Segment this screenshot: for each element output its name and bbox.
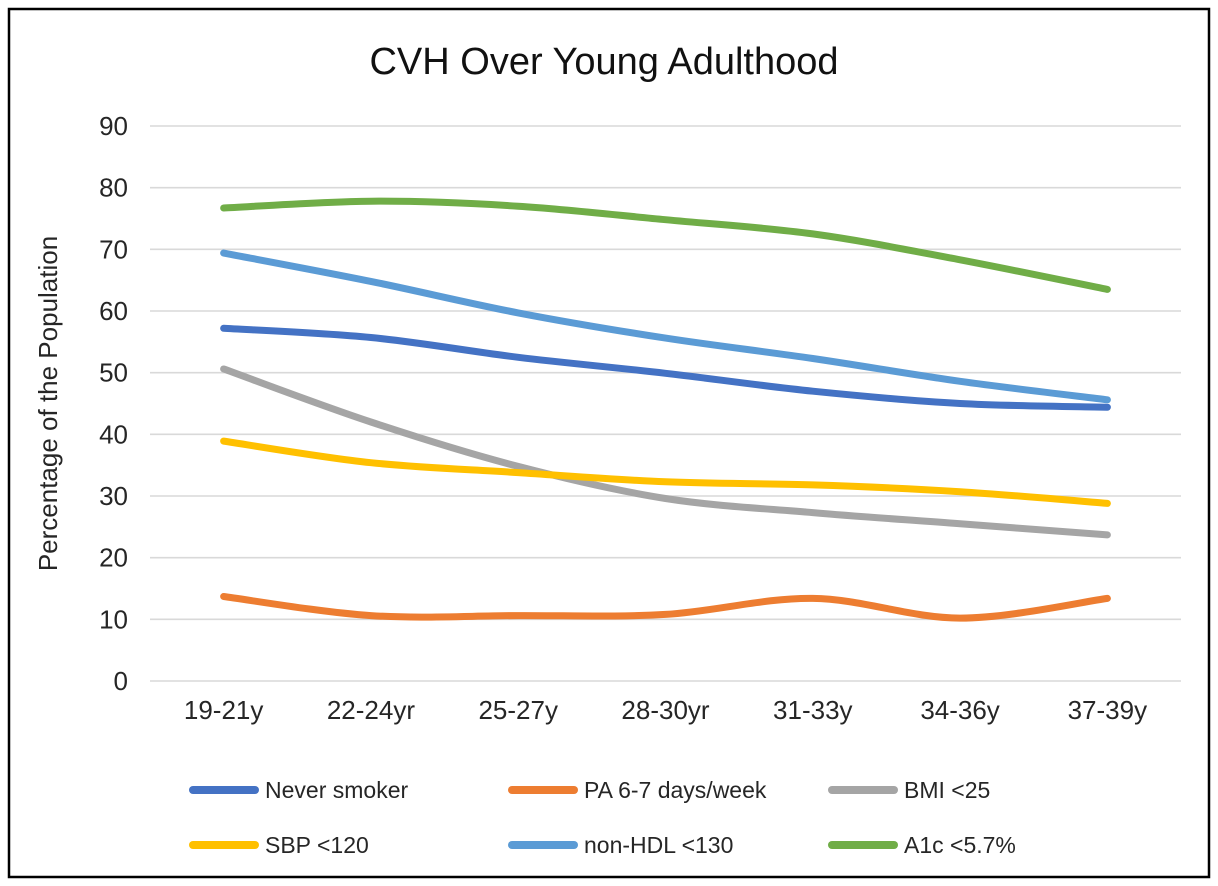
- x-category-label: 25-27y: [478, 695, 558, 725]
- legend-item-bmi-25: BMI <25: [828, 777, 990, 803]
- legend-item-pa-6-7-days-week: PA 6-7 days/week: [508, 777, 767, 803]
- legend-label-non-hdl-130: non-HDL <130: [584, 832, 733, 858]
- series-line-never-smoker: [220, 324, 1111, 411]
- chart-title: CVH Over Young Adulthood: [369, 41, 838, 83]
- x-category-label: 22-24yr: [327, 695, 415, 725]
- legend-label-a1c-5-7: A1c <5.7%: [904, 832, 1016, 858]
- y-tick-label: 90: [99, 111, 128, 141]
- series-line-a1c-5-7: [220, 197, 1111, 293]
- series-line-sbp-120: [220, 437, 1111, 507]
- x-category-label: 28-30yr: [621, 695, 709, 725]
- y-tick-label: 60: [99, 296, 128, 326]
- legend-item-never-smoker: Never smoker: [189, 777, 408, 803]
- y-tick-label: 20: [99, 543, 128, 573]
- legend-label-sbp-120: SBP <120: [265, 832, 369, 858]
- y-tick-label: 40: [99, 419, 128, 449]
- legend-item-non-hdl-130: non-HDL <130: [508, 832, 733, 858]
- y-tick-label: 80: [99, 173, 128, 203]
- y-tick-label: 10: [99, 604, 128, 634]
- y-tick-label: 70: [99, 234, 128, 264]
- y-tick-label: 0: [114, 666, 128, 696]
- series-line-non-hdl-130: [220, 249, 1111, 404]
- y-axis-title: Percentage of the Population: [33, 236, 63, 571]
- series-line-pa-6-7-days-week: [220, 593, 1111, 622]
- legend-label-bmi-25: BMI <25: [904, 777, 990, 803]
- x-category-label: 34-36y: [920, 695, 1000, 725]
- chart-border: [7, 7, 1211, 879]
- legend-item-a1c-5-7: A1c <5.7%: [828, 832, 1016, 858]
- x-category-label: 37-39y: [1068, 695, 1148, 725]
- x-category-label: 19-21y: [184, 695, 264, 725]
- y-tick-label: 30: [99, 481, 128, 511]
- y-tick-label: 50: [99, 358, 128, 388]
- x-category-label: 31-33y: [773, 695, 853, 725]
- legend-label-never-smoker: Never smoker: [265, 777, 408, 803]
- series-line-bmi-25: [220, 365, 1111, 539]
- legend-label-pa-6-7-days-week: PA 6-7 days/week: [584, 777, 767, 803]
- legend-item-sbp-120: SBP <120: [189, 832, 369, 858]
